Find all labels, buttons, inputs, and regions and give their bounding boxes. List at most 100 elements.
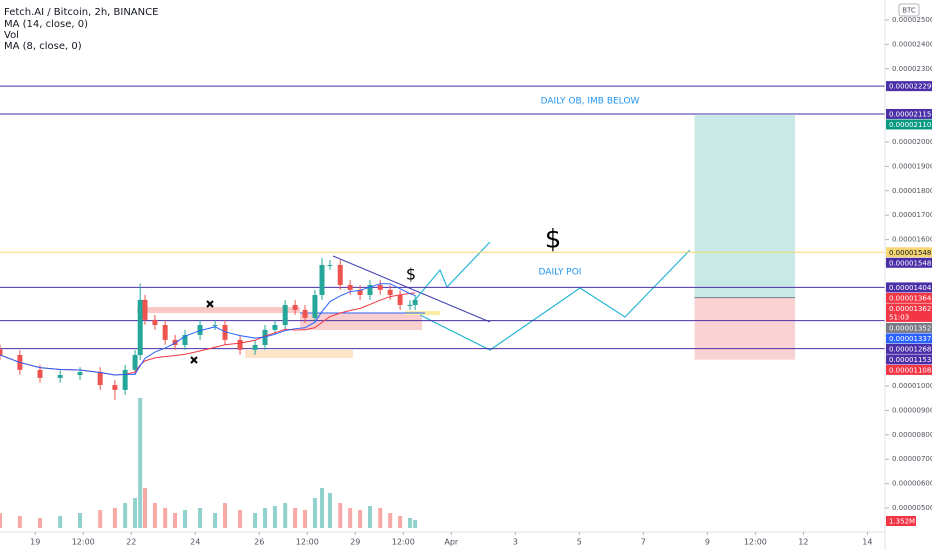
volume-label: 1.352M	[889, 518, 915, 526]
x-tick-label: 5	[577, 538, 582, 547]
projection	[419, 249, 691, 351]
candle-body	[162, 324, 168, 340]
price-label-box	[886, 354, 932, 365]
volume-bar	[283, 503, 288, 528]
volume-bar	[142, 488, 147, 528]
candle-body	[142, 299, 148, 320]
y-tick-label: 0.00000600	[892, 480, 932, 488]
x-tick-label: 12:00	[392, 538, 415, 547]
volume-bar	[163, 508, 168, 528]
candle-body	[112, 385, 118, 390]
candle-body	[312, 294, 318, 318]
zone	[137, 307, 300, 313]
volume-bar	[312, 498, 317, 528]
volume-bar	[303, 510, 308, 528]
candle-body	[282, 304, 288, 325]
candle-body	[57, 375, 63, 378]
candle-body	[272, 324, 278, 330]
x-tick-label: 14	[862, 538, 872, 547]
volume-bar	[78, 513, 83, 528]
price-label-box	[886, 108, 932, 119]
candle-body	[182, 335, 188, 346]
price-label-box	[886, 119, 932, 130]
volume-bar	[58, 516, 63, 528]
price-label: 0.00001108	[889, 366, 931, 374]
y-tick-label: 0.00000700	[892, 455, 932, 463]
x-tick-label: 12:00	[296, 538, 319, 547]
price-label-box	[886, 322, 932, 333]
volume-bar	[98, 510, 103, 528]
volume-bar	[398, 516, 403, 528]
x-tick-label: 29	[350, 538, 360, 547]
volume-bar	[408, 518, 413, 528]
legend-entry: MA (14, close, 0)	[4, 19, 88, 30]
candle-body	[172, 339, 178, 346]
price-label-box	[886, 247, 932, 258]
volume-bar	[0, 513, 2, 528]
trend-line	[332, 255, 491, 323]
candle-body	[212, 324, 218, 326]
volume-bar	[138, 398, 143, 528]
drawings	[0, 85, 885, 360]
volume-bar	[338, 503, 343, 528]
y-tick-label: 0.00000500	[892, 504, 932, 512]
candle-body	[37, 369, 43, 378]
annotation: $	[545, 225, 562, 255]
countdown: 51:03	[889, 313, 909, 321]
volume-bar	[173, 513, 178, 528]
x-tick-label: 19	[30, 538, 40, 547]
y-tick-label: 0.00002500	[892, 16, 932, 24]
price-label-box	[886, 257, 932, 268]
x-tick-label: 12:00	[744, 538, 767, 547]
candle-body	[412, 299, 418, 305]
price-label-box	[886, 343, 932, 354]
y-tick-label: 0.00000800	[892, 431, 932, 439]
x-tick-label: 7	[641, 538, 646, 547]
volume-bar	[358, 510, 363, 528]
y-tick-label: 0.00001600	[892, 236, 932, 244]
volume-bar	[133, 498, 138, 528]
volume-bar	[198, 508, 203, 528]
price-label: 0.00002229	[889, 83, 931, 91]
volume-bar	[253, 513, 258, 528]
volume-bar	[223, 503, 228, 528]
candle-body	[302, 309, 308, 318]
y-tick-label: 0.00001000	[892, 382, 932, 390]
candle-body	[262, 329, 268, 346]
legend-entry: MA (8, close, 0)	[4, 41, 82, 52]
candle-body	[377, 284, 383, 290]
moving-average	[0, 283, 416, 376]
countdown-box	[886, 312, 932, 322]
volume-bar	[17, 516, 22, 528]
zone	[300, 313, 422, 330]
projection	[414, 241, 491, 301]
price-label-box	[886, 333, 932, 344]
y-tick-label: 0.00002300	[892, 65, 932, 73]
volume-bar	[183, 510, 188, 528]
candle-body	[252, 345, 258, 350]
candle-body	[327, 264, 333, 266]
volume-bar	[327, 493, 332, 528]
candle-body	[292, 304, 298, 310]
volume-bar	[238, 510, 243, 528]
price-label: 0.00001362	[889, 305, 931, 313]
candle-body	[0, 349, 3, 356]
volume-bar	[293, 508, 298, 528]
annotation: $	[406, 265, 416, 284]
candle-body	[397, 294, 403, 305]
price-label-box	[886, 303, 932, 314]
candle-body	[367, 284, 373, 295]
candle-body	[387, 289, 393, 295]
price-label: 0.00001548	[889, 249, 931, 257]
annotation: DAILY POI	[539, 268, 582, 278]
y-tick-label: 0.00001800	[892, 187, 932, 195]
candle-body	[357, 289, 363, 295]
volume-bar	[388, 513, 393, 528]
candle-body	[122, 369, 128, 390]
volume-bar	[378, 508, 383, 528]
candle-body	[222, 324, 228, 340]
x-tick-label: 22	[126, 538, 136, 547]
volume-bar	[112, 508, 117, 528]
candle-body	[97, 372, 103, 386]
candle-body	[197, 324, 203, 336]
